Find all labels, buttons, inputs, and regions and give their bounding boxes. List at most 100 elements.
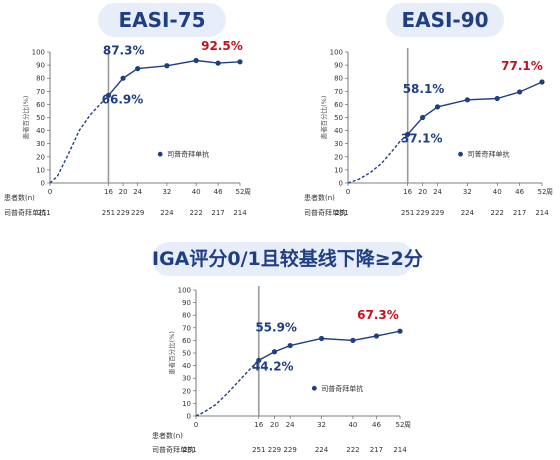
y-axis-title: 患者百分比(%) (319, 96, 328, 140)
y-tick-label: 30 (182, 375, 191, 383)
data-point (420, 114, 426, 121)
patients-count: 251 (183, 446, 196, 454)
data-point (434, 104, 441, 110)
y-tick-label: 60 (36, 101, 45, 109)
patients-count: 217 (370, 446, 383, 454)
legend-label: 司普奇拜单抗 (321, 384, 363, 393)
series-dashed-line (347, 133, 409, 184)
patients-count: 229 (431, 209, 444, 217)
y-tick-label: 80 (334, 75, 343, 83)
x-tick-label: 32 (162, 188, 171, 196)
patients-count: 224 (315, 446, 329, 454)
patients-count: 251 (335, 209, 348, 217)
x-tick-label: 20 (119, 188, 128, 196)
patients-count: 217 (513, 209, 526, 217)
patients-count: 224 (160, 209, 174, 217)
patients-count: 229 (116, 209, 129, 217)
data-label: 92.5% (201, 39, 243, 53)
y-tick-label: 20 (36, 153, 45, 161)
data-point (256, 357, 262, 363)
y-tick-label: 50 (36, 114, 45, 122)
patients-count: 217 (211, 209, 224, 217)
y-tick-label: 50 (334, 114, 343, 122)
patients-count: 251 (102, 209, 115, 217)
y-tick-label: 100 (330, 49, 343, 57)
x-tick-label: 46 (214, 188, 223, 196)
data-point (287, 342, 293, 349)
y-tick-label: 10 (36, 166, 45, 174)
patients-row-name: 司普奇拜单抗 (4, 208, 46, 217)
y-tick-label: 100 (178, 287, 191, 295)
x-tick-label: 52 (396, 421, 405, 429)
data-point (271, 349, 278, 355)
y-tick-label: 70 (36, 88, 45, 96)
legend-marker (458, 151, 463, 157)
patients-count: 251 (252, 446, 265, 454)
x-tick-label: 40 (493, 188, 502, 196)
data-point (405, 131, 411, 137)
x-tick-label: 32 (317, 421, 326, 429)
y-tick-label: 70 (182, 324, 191, 332)
y-tick-label: 60 (334, 101, 343, 109)
x-tick-label: 24 (433, 188, 442, 196)
patients-row-name: 司普奇拜单抗 (304, 208, 346, 217)
y-tick-label: 80 (36, 75, 45, 83)
x-tick-label: 16 (403, 188, 412, 196)
patients-count: 214 (535, 209, 549, 217)
y-tick-label: 90 (36, 62, 45, 70)
data-point (350, 337, 356, 343)
y-tick-label: 90 (182, 299, 191, 307)
y-tick-label: 100 (32, 49, 45, 57)
patients-label: 患者数(n) (304, 193, 335, 202)
data-point (373, 333, 380, 339)
data-label: 87.3% (103, 44, 145, 58)
patients-label: 患者数(n) (152, 431, 183, 440)
legend-marker (157, 151, 163, 157)
y-tick-label: 10 (334, 166, 343, 174)
data-label: 55.9% (255, 321, 297, 335)
series-dashed-line (49, 94, 110, 184)
y-tick-label: 70 (334, 88, 343, 96)
x-unit-label: 周 (404, 421, 411, 429)
patients-label: 患者数(n) (4, 193, 35, 202)
patients-count: 214 (393, 446, 407, 454)
x-tick-label: 24 (286, 421, 295, 429)
data-label: 67.3% (357, 308, 399, 322)
y-tick-label: 40 (182, 362, 191, 370)
y-tick-label: 60 (182, 337, 191, 345)
data-point (464, 97, 470, 103)
series-dashed-line (195, 359, 260, 417)
y-tick-label: 0 (187, 413, 191, 421)
legend-marker (311, 385, 317, 391)
data-point (397, 328, 403, 334)
y-tick-label: 40 (334, 127, 343, 135)
y-tick-label: 20 (182, 387, 191, 395)
data-label: 58.1% (403, 82, 445, 96)
chart-title: IGA评分0/1且较基线下降≥2分 (152, 242, 423, 276)
x-tick-label: 52 (236, 188, 245, 196)
data-point (215, 60, 221, 66)
data-point (193, 57, 199, 64)
data-point (164, 63, 170, 69)
y-tick-label: 50 (182, 350, 191, 358)
data-point (105, 92, 112, 98)
x-tick-label: 52 (538, 188, 547, 196)
patients-count: 222 (346, 446, 359, 454)
x-tick-label: 40 (192, 188, 201, 196)
patients-count: 251 (401, 209, 414, 217)
y-tick-label: 20 (334, 153, 343, 161)
data-point (135, 66, 141, 72)
x-tick-label: 20 (270, 421, 279, 429)
data-label: 44.2% (252, 359, 294, 373)
data-point (494, 95, 500, 102)
patients-count: 222 (189, 209, 202, 217)
patients-count: 229 (268, 446, 281, 454)
x-tick-label: 16 (254, 421, 263, 429)
x-unit-label: 周 (244, 188, 251, 196)
x-tick-label: 32 (463, 188, 472, 196)
y-tick-label: 30 (334, 140, 343, 148)
y-tick-label: 0 (41, 180, 45, 188)
data-point (237, 59, 243, 65)
